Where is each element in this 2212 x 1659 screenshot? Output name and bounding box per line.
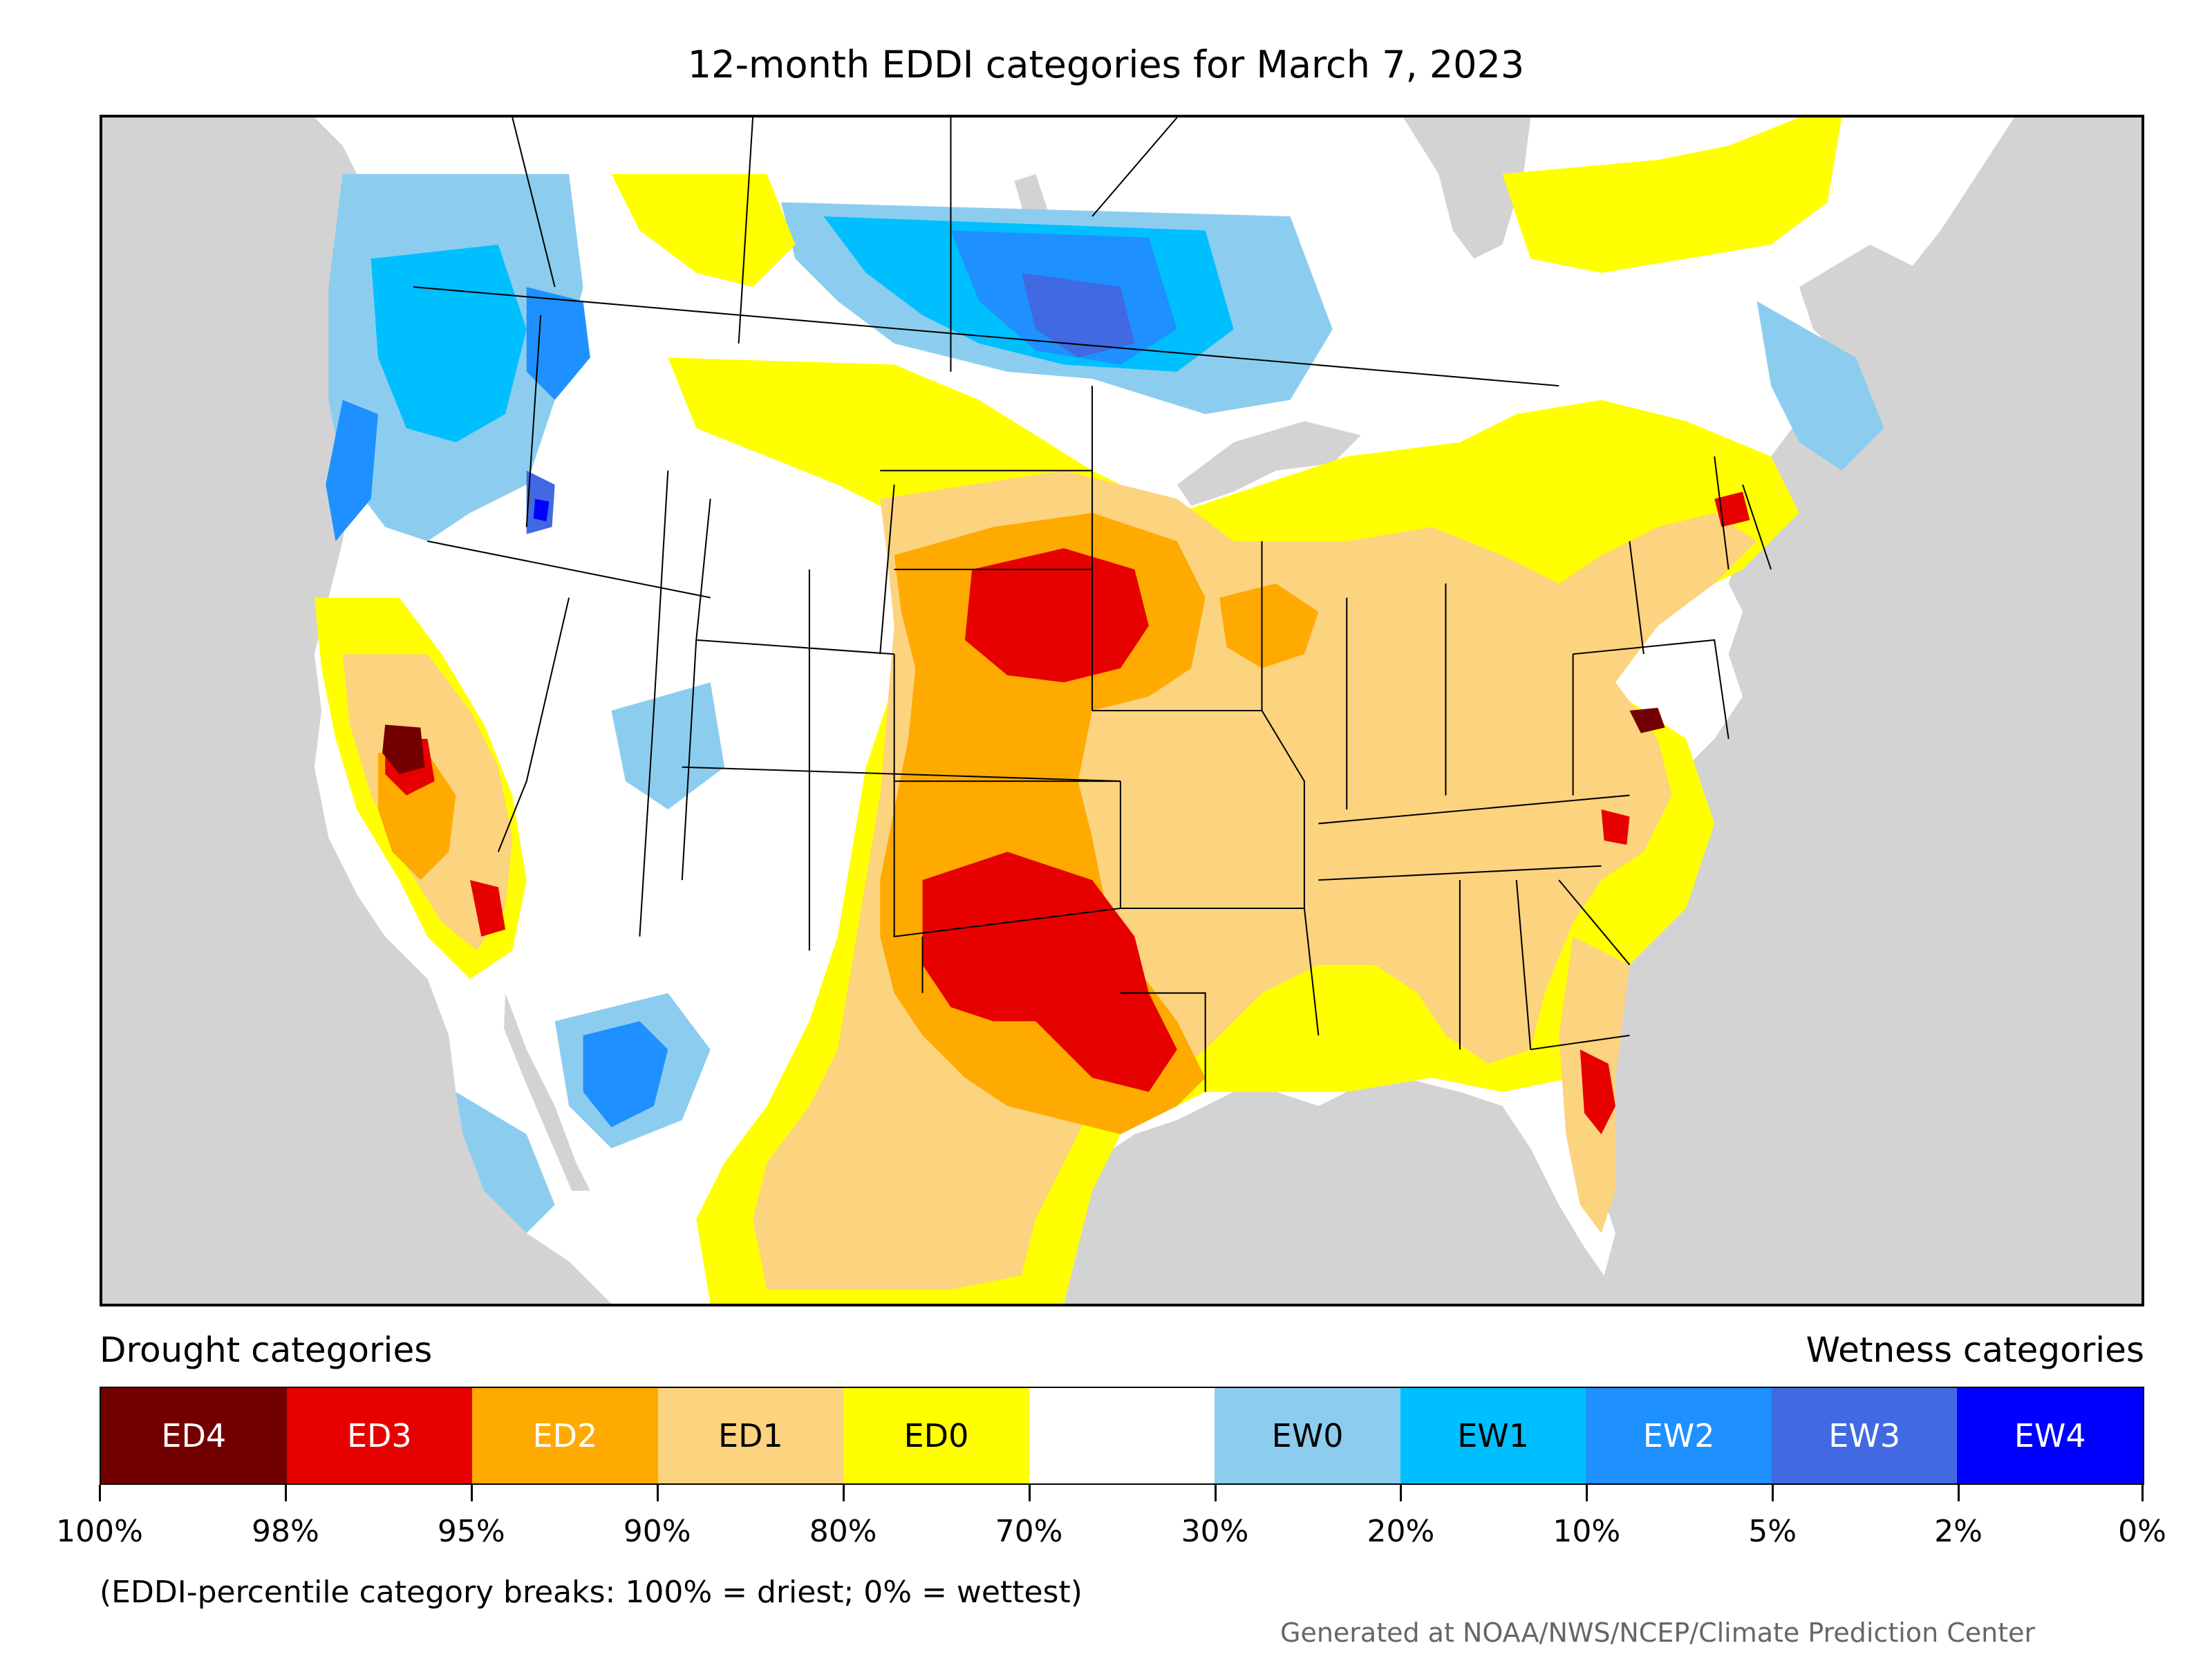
break-label-10: 10%	[1553, 1514, 1621, 1549]
map-svg	[102, 118, 2141, 1304]
credit-line: Generated at NOAA/NWS/NCEP/Climate Predi…	[1280, 1618, 2036, 1648]
tick-mark	[1958, 1485, 1960, 1501]
tick-mark	[1400, 1485, 1403, 1501]
break-label-100: 100%	[56, 1514, 143, 1549]
tick-mark	[842, 1485, 845, 1501]
land-baja	[456, 964, 583, 1248]
legend-label-ew4: EW4	[2014, 1417, 2086, 1454]
legend-swatch-ew0: EW0	[1215, 1388, 1400, 1483]
break-label-2: 2%	[1934, 1514, 1983, 1549]
category-colorbar: ED4 ED3 ED2 ED1 ED0 EW0 EW1 EW2 EW3 EW4	[100, 1387, 2144, 1485]
tick-mark	[99, 1485, 101, 1501]
legend-swatch-ed1: ED1	[657, 1388, 844, 1483]
legend-label-ed2: ED2	[532, 1417, 598, 1454]
tick-mark	[1028, 1485, 1031, 1501]
legend-label-ed0: ED0	[903, 1417, 969, 1454]
boundaries	[413, 118, 1772, 1092]
legend-swatch-ew4: EW4	[1957, 1388, 2144, 1483]
legend-label-ed3: ED3	[346, 1417, 412, 1454]
eddi-map	[100, 115, 2144, 1306]
legend-swatch-ew3: EW3	[1771, 1388, 1958, 1483]
legend-label-ew3: EW3	[1828, 1417, 1901, 1454]
tick-mark	[1586, 1485, 1588, 1501]
legend-swatch-ew1: EW1	[1400, 1388, 1586, 1483]
tick-mark	[1772, 1485, 1774, 1501]
legend-label-ew1: EW1	[1457, 1417, 1530, 1454]
tick-mark	[1214, 1485, 1217, 1501]
break-label-20: 20%	[1367, 1514, 1435, 1549]
tick-mark	[470, 1485, 473, 1501]
gulf-of-st-lawrence	[1799, 244, 1927, 358]
break-label-5: 5%	[1748, 1514, 1797, 1549]
wetness-categories-heading: Wetness categories	[1806, 1330, 2144, 1370]
break-label-90: 90%	[623, 1514, 691, 1549]
drought-categories-heading: Drought categories	[100, 1330, 433, 1370]
legend-swatch-ed3: ED3	[286, 1388, 473, 1483]
break-label-0: 0%	[2118, 1514, 2166, 1549]
break-label-70: 70%	[995, 1514, 1063, 1549]
legend-label-ed1: ED1	[718, 1417, 783, 1454]
break-label-95: 95%	[437, 1514, 505, 1549]
legend-swatch-ed2: ED2	[472, 1388, 658, 1483]
map-title: 12-month EDDI categories for March 7, 20…	[687, 43, 1525, 86]
colorbar-ticks	[99, 1485, 2144, 1512]
legend-label-ew2: EW2	[1642, 1417, 1715, 1454]
drought-areas	[314, 118, 1842, 1304]
lake-superior	[1177, 421, 1361, 506]
legend-label-ed4: ED4	[161, 1417, 227, 1454]
legend-swatch-ew2: EW2	[1586, 1388, 1772, 1483]
legend-swatch-ed4: ED4	[101, 1388, 287, 1483]
legend-swatch-ed0: ED0	[843, 1388, 1029, 1483]
break-label-30: 30%	[1181, 1514, 1249, 1549]
james-bay-region	[1403, 118, 1531, 259]
break-label-80: 80%	[809, 1514, 877, 1549]
legend-swatch-normal	[1029, 1388, 1215, 1483]
break-label-98: 98%	[251, 1514, 319, 1549]
tick-mark	[2141, 1485, 2144, 1501]
tick-mark	[656, 1485, 659, 1501]
wetness-areas	[326, 174, 1884, 1233]
category-breaks-note: (EDDI-percentile category breaks: 100% =…	[100, 1575, 1082, 1610]
gulf-of-california	[503, 993, 590, 1191]
tick-mark	[284, 1485, 287, 1501]
legend-label-ew0: EW0	[1271, 1417, 1344, 1454]
